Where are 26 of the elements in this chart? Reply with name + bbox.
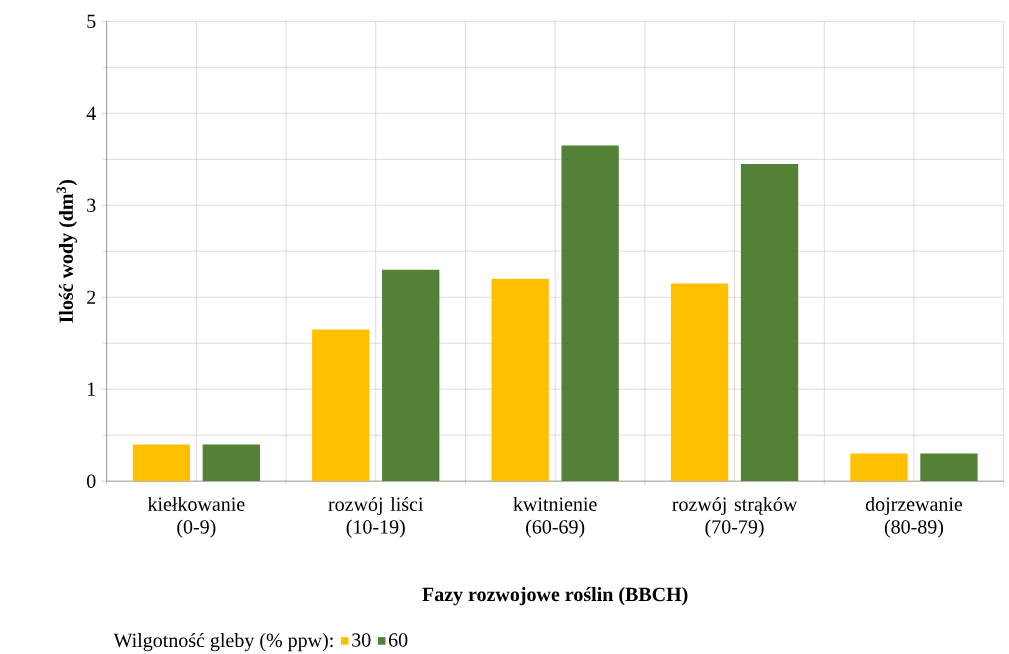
bar xyxy=(740,163,799,481)
y-tick-label: 5 xyxy=(87,14,96,28)
bar xyxy=(850,453,908,481)
y-tick-label: 3 xyxy=(87,198,96,212)
x-tick-label: rozwój strąków (70-79) xyxy=(672,496,798,538)
bar xyxy=(491,278,549,481)
legend-title: Wilgotność gleby (% ppw): xyxy=(113,632,333,651)
y-tick-label: 2 xyxy=(87,290,96,304)
bar xyxy=(561,145,619,481)
bar xyxy=(382,269,440,481)
x-tick-label: dojrzewanie (80-89) xyxy=(865,496,963,538)
y-tick-label: 4 xyxy=(86,106,96,120)
x-axis-title: Fazy rozwojowe roślin (BBCH) xyxy=(422,586,688,606)
bar xyxy=(202,444,260,481)
y-axis-title: Ilość wody (dm$^{3}$) xyxy=(56,179,78,323)
x-tick-label: rozwój liści (10-19) xyxy=(328,496,424,538)
bar xyxy=(312,329,370,481)
bar xyxy=(670,283,729,481)
legend-label: 60 xyxy=(388,633,408,647)
y-tick-label: 0 xyxy=(86,474,96,488)
legend-label: 30 xyxy=(352,633,371,647)
bar xyxy=(920,453,978,481)
bar xyxy=(132,444,191,481)
y-tick-label: 1 xyxy=(88,382,96,396)
x-tick-label: kwitnienie (60-69) xyxy=(513,496,597,538)
x-tick-label: kiełkowanie (0-9) xyxy=(147,496,245,538)
